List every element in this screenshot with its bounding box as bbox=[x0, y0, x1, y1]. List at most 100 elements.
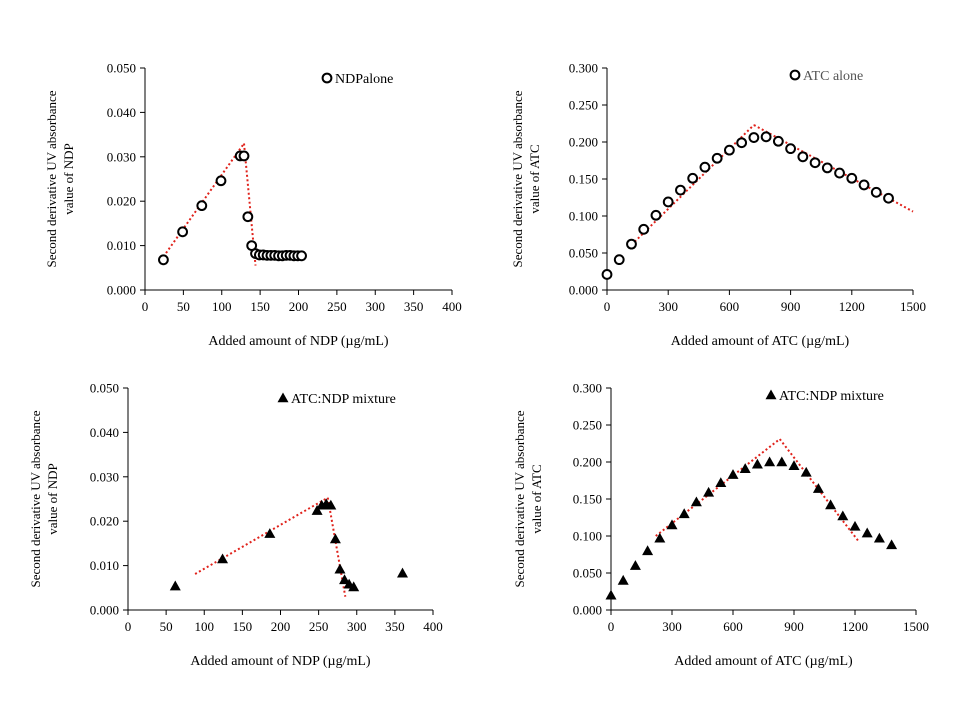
y-tick-label: 0.150 bbox=[569, 172, 598, 187]
y-axis-label: value of ATC bbox=[529, 464, 544, 533]
y-axis-label: Second derivative UV absorbance bbox=[28, 410, 43, 587]
data-point bbox=[238, 150, 250, 162]
data-point bbox=[169, 580, 181, 591]
data-point bbox=[678, 508, 690, 519]
x-tick-label: 0 bbox=[142, 299, 149, 314]
legend-marker bbox=[765, 389, 777, 400]
data-point bbox=[329, 533, 341, 544]
data-point bbox=[325, 499, 337, 510]
data-point bbox=[748, 132, 760, 143]
data-point bbox=[834, 167, 845, 179]
data-point bbox=[870, 186, 882, 198]
data-point bbox=[776, 456, 788, 467]
y-tick-label: 0.030 bbox=[90, 469, 119, 484]
data-point bbox=[861, 527, 873, 538]
y-tick-label: 0.000 bbox=[90, 603, 119, 618]
y-tick-label: 0.020 bbox=[107, 194, 136, 209]
x-tick-label: 600 bbox=[720, 299, 740, 314]
data-point bbox=[687, 172, 699, 184]
data-point bbox=[883, 192, 894, 204]
x-tick-label: 200 bbox=[271, 619, 291, 634]
data-point bbox=[196, 200, 208, 212]
data-point bbox=[846, 172, 858, 184]
data-point bbox=[785, 143, 796, 155]
legend-marker bbox=[277, 392, 289, 403]
x-tick-label: 350 bbox=[385, 619, 405, 634]
data-point bbox=[736, 137, 748, 149]
y-tick-label: 0.020 bbox=[90, 514, 119, 529]
data-point bbox=[711, 152, 723, 164]
data-point bbox=[662, 196, 674, 208]
data-point bbox=[727, 469, 739, 479]
legend-label: ATC:NDP mixture bbox=[291, 392, 396, 407]
x-tick-label: 300 bbox=[658, 299, 678, 314]
data-point bbox=[715, 477, 727, 488]
x-tick-label: 400 bbox=[423, 619, 443, 634]
x-tick-label: 300 bbox=[366, 299, 386, 314]
data-point bbox=[629, 560, 641, 570]
x-axis-label: Added amount of NDP (µg/mL) bbox=[190, 654, 371, 669]
data-point bbox=[703, 486, 715, 497]
x-tick-label: 1200 bbox=[839, 299, 865, 314]
y-tick-label: 0.000 bbox=[107, 283, 136, 298]
data-point bbox=[397, 567, 408, 578]
data-point bbox=[626, 238, 637, 250]
data-point bbox=[873, 532, 885, 543]
y-tick-label: 0.050 bbox=[90, 381, 119, 396]
y-tick-label: 0.000 bbox=[573, 603, 602, 618]
x-tick-label: 150 bbox=[233, 619, 253, 634]
y-tick-label: 0.040 bbox=[90, 425, 119, 440]
data-point bbox=[601, 269, 613, 280]
legend-label: NDPalone bbox=[335, 72, 393, 87]
data-point bbox=[764, 456, 776, 467]
trend-line bbox=[655, 438, 781, 537]
x-axis-label: Added amount of NDP (µg/mL) bbox=[208, 334, 389, 349]
y-axis-label: value of NDP bbox=[61, 143, 76, 215]
y-tick-label: 0.010 bbox=[90, 558, 119, 573]
x-tick-label: 350 bbox=[404, 299, 424, 314]
data-point bbox=[605, 589, 617, 600]
data-point bbox=[788, 460, 800, 470]
data-point bbox=[158, 254, 169, 266]
data-point bbox=[242, 211, 254, 223]
trend-line bbox=[630, 124, 755, 246]
x-tick-label: 50 bbox=[160, 619, 173, 634]
y-tick-label: 0.200 bbox=[569, 135, 598, 150]
legend-label: ATC alone bbox=[803, 69, 863, 84]
data-point bbox=[334, 563, 346, 574]
y-tick-label: 0.200 bbox=[573, 455, 602, 470]
chart-panel-2: 0.000 0.050 0.100 0.150 0.200 0.250 0.300 0 300 6… bbox=[510, 61, 926, 350]
chart-panel-3: 0.000 0.010 0.020 0.030 0.040 0.050 0 50 100 150 2… bbox=[28, 381, 443, 670]
y-tick-label: 0.300 bbox=[573, 381, 602, 396]
data-point bbox=[638, 223, 650, 235]
x-tick-label: 1500 bbox=[900, 299, 926, 314]
trend-line bbox=[162, 142, 245, 258]
y-tick-label: 0.050 bbox=[569, 246, 598, 261]
x-tick-label: 300 bbox=[347, 619, 367, 634]
data-point bbox=[821, 162, 833, 174]
y-tick-label: 0.250 bbox=[573, 418, 602, 433]
y-axis-label: Second derivative UV absorbance bbox=[512, 410, 527, 587]
y-tick-label: 0.050 bbox=[107, 61, 136, 76]
data-point bbox=[800, 466, 812, 477]
data-point bbox=[858, 179, 870, 191]
x-tick-label: 600 bbox=[723, 619, 743, 634]
y-tick-label: 0.300 bbox=[569, 61, 598, 76]
data-point bbox=[724, 144, 735, 156]
legend-marker bbox=[789, 69, 801, 81]
data-point bbox=[348, 581, 360, 592]
x-tick-label: 900 bbox=[784, 619, 804, 634]
data-point bbox=[650, 209, 662, 221]
data-point bbox=[812, 483, 824, 493]
x-tick-label: 300 bbox=[662, 619, 682, 634]
data-point bbox=[339, 574, 351, 585]
x-tick-label: 250 bbox=[327, 299, 347, 314]
data-point bbox=[797, 151, 809, 163]
data-point bbox=[217, 553, 229, 564]
data-point bbox=[264, 528, 276, 538]
data-point bbox=[739, 463, 751, 473]
data-point bbox=[215, 175, 227, 187]
data-point bbox=[666, 519, 678, 530]
